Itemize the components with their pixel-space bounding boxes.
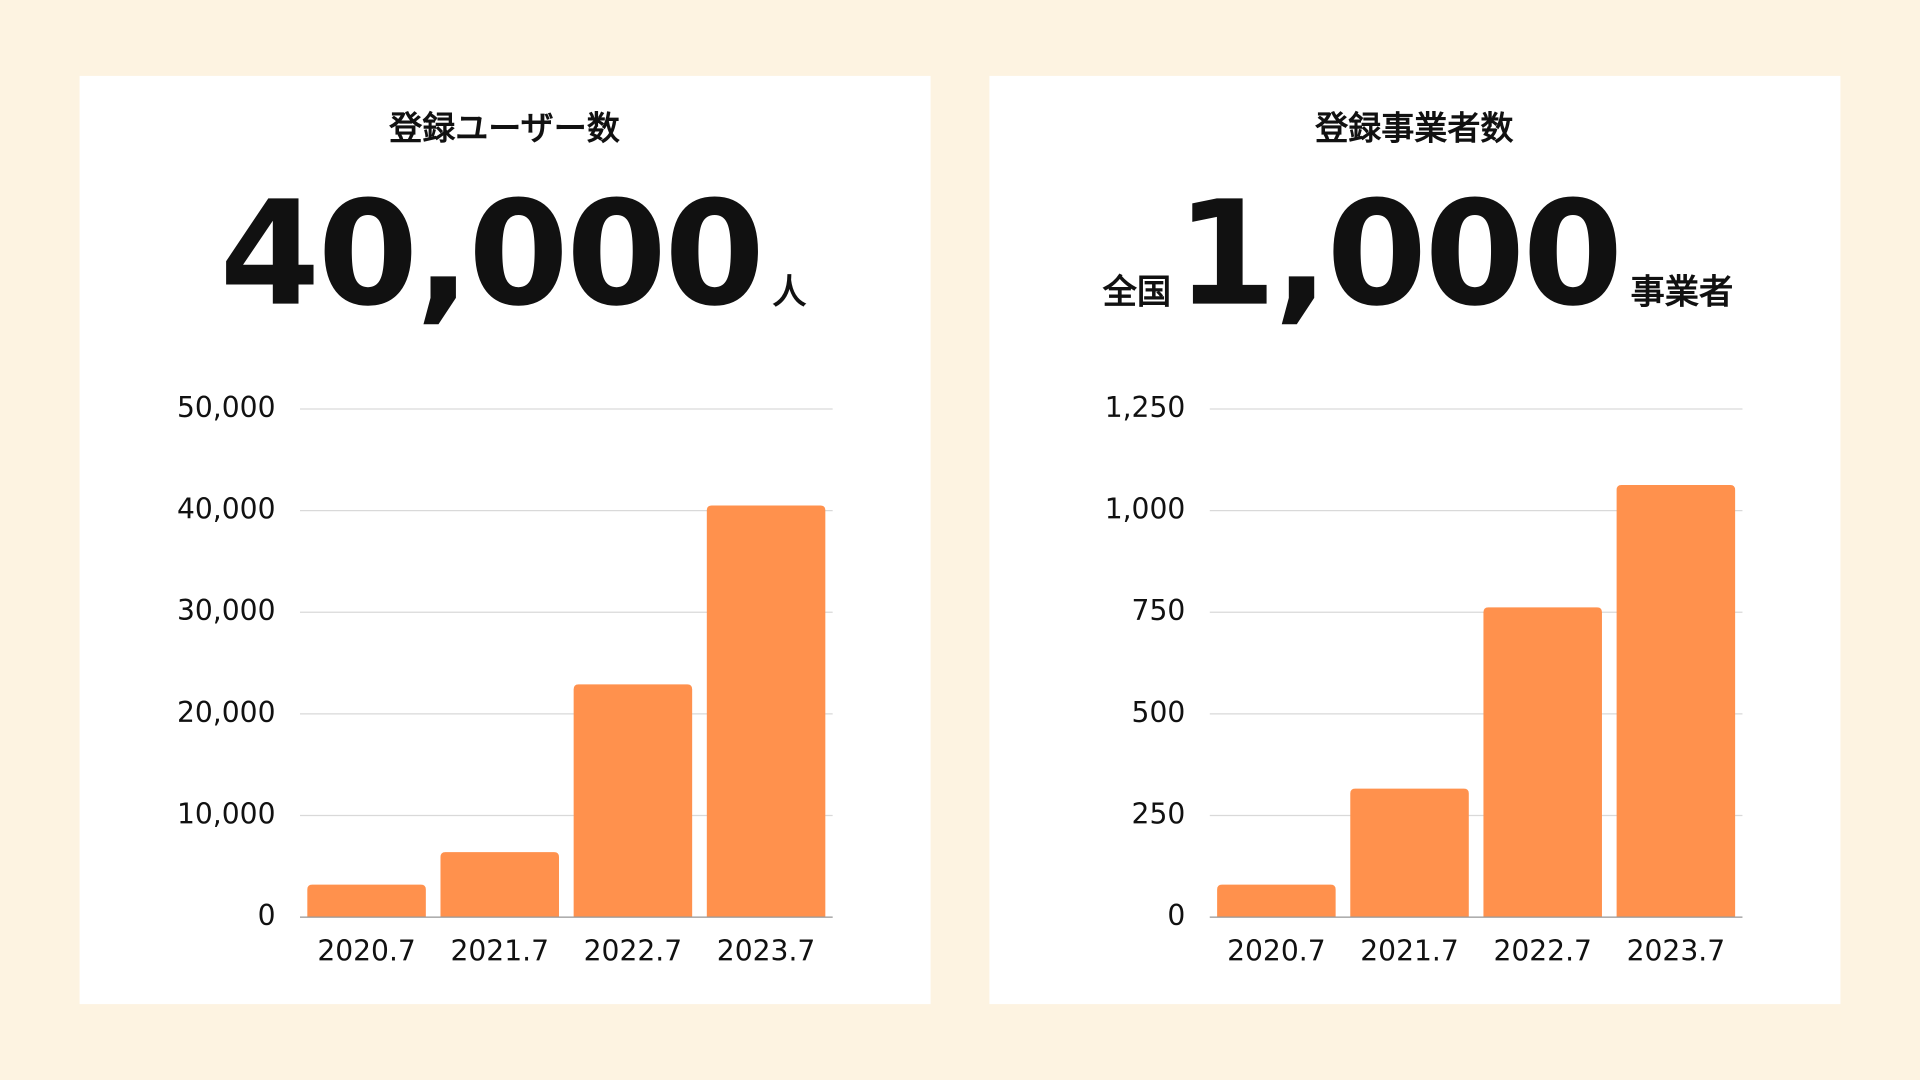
x-tick-label: 2023.7 xyxy=(1627,935,1726,968)
y-tick-label: 500 xyxy=(1132,696,1186,729)
bar xyxy=(307,884,426,918)
bar xyxy=(1217,884,1336,918)
headline-value: 1,000 xyxy=(1176,171,1621,339)
bar xyxy=(1350,788,1469,918)
x-tick-label: 2022.7 xyxy=(584,935,683,968)
bar xyxy=(440,852,560,918)
bar xyxy=(1616,485,1736,918)
x-tick-label: 2021.7 xyxy=(450,935,549,968)
headline-value: 40,000 xyxy=(220,171,763,339)
headline: 40,000 人 xyxy=(220,171,808,339)
x-tick-label: 2021.7 xyxy=(1360,935,1459,968)
x-tick-label: 2022.7 xyxy=(1493,935,1592,968)
chart-title: 登録事業者数 xyxy=(1314,108,1514,147)
y-tick-label: 40,000 xyxy=(177,493,276,526)
y-tick-label: 0 xyxy=(258,899,276,932)
bar xyxy=(706,505,826,918)
x-tick-label: 2020.7 xyxy=(317,935,416,968)
y-tick-label: 50,000 xyxy=(177,391,276,424)
y-tick-label: 750 xyxy=(1132,594,1186,627)
headline: 全国1,000 事業者 xyxy=(1102,171,1734,339)
y-tick-label: 250 xyxy=(1132,798,1186,831)
bar xyxy=(573,684,693,918)
headline-suffix: 人 xyxy=(772,273,807,313)
y-tick-label: 20,000 xyxy=(177,696,276,729)
y-tick-label: 10,000 xyxy=(177,798,276,831)
chart-title: 登録ユーザー数 xyxy=(388,108,621,147)
headline-suffix: 事業者 xyxy=(1631,273,1734,313)
bar xyxy=(1483,607,1602,918)
y-tick-label: 1,250 xyxy=(1105,391,1186,424)
x-tick-label: 2023.7 xyxy=(717,935,816,968)
x-tick-label: 2020.7 xyxy=(1227,935,1326,968)
y-tick-label: 0 xyxy=(1167,899,1185,932)
y-tick-label: 30,000 xyxy=(177,594,276,627)
headline-prefix: 全国 xyxy=(1102,273,1172,313)
y-tick-label: 1,000 xyxy=(1105,493,1186,526)
